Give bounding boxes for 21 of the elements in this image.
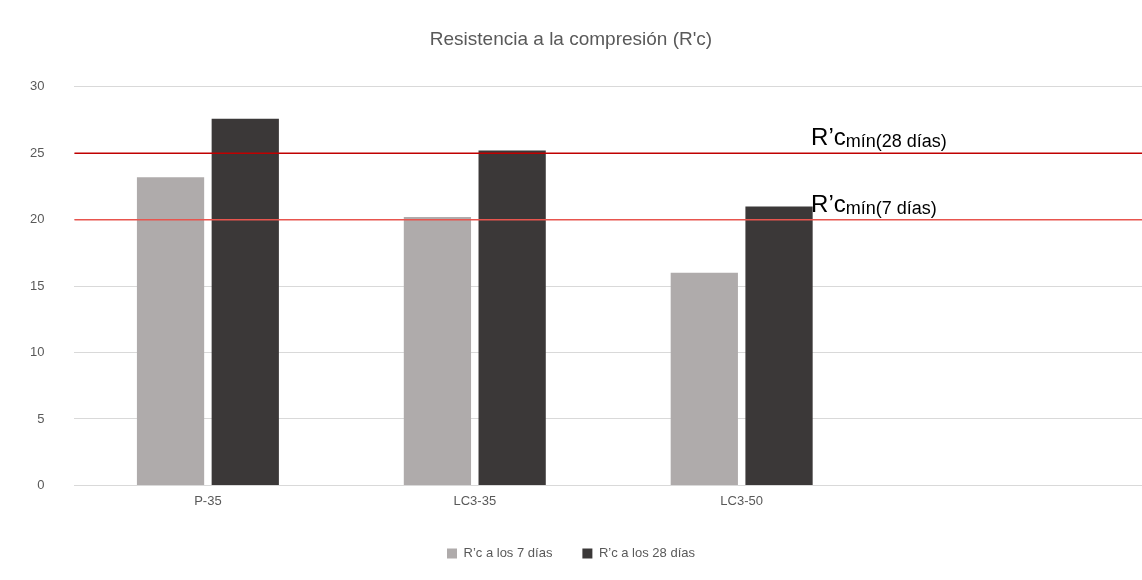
bar	[670, 272, 738, 485]
y-tick-label: 15	[29, 277, 45, 293]
bar	[478, 150, 546, 485]
legend-label: R’c a los 7 días	[463, 545, 553, 561]
x-tick-label: LC3-50	[720, 492, 763, 508]
x-tick-label: LC3-35	[453, 492, 497, 508]
legend-label: R’c a los 28 días	[598, 545, 696, 561]
ref-line-label: R’cmín(28 días)	[811, 123, 947, 152]
y-tick-label: 30	[29, 78, 45, 94]
ref-line-label: R’cmín(7 días)	[811, 189, 937, 218]
chart-title: Resistencia a la compresión (R'c)	[429, 27, 713, 49]
y-tick-label: 25	[29, 144, 45, 160]
y-tick-label: 10	[29, 344, 45, 360]
bar	[136, 177, 205, 485]
y-tick-label: 0	[37, 476, 45, 492]
bar	[211, 118, 279, 485]
bar	[745, 206, 813, 485]
y-tick-label: 20	[29, 211, 45, 227]
x-tick-label: P-35	[194, 492, 222, 508]
y-tick-label: 5	[37, 410, 45, 426]
bar	[403, 217, 472, 485]
